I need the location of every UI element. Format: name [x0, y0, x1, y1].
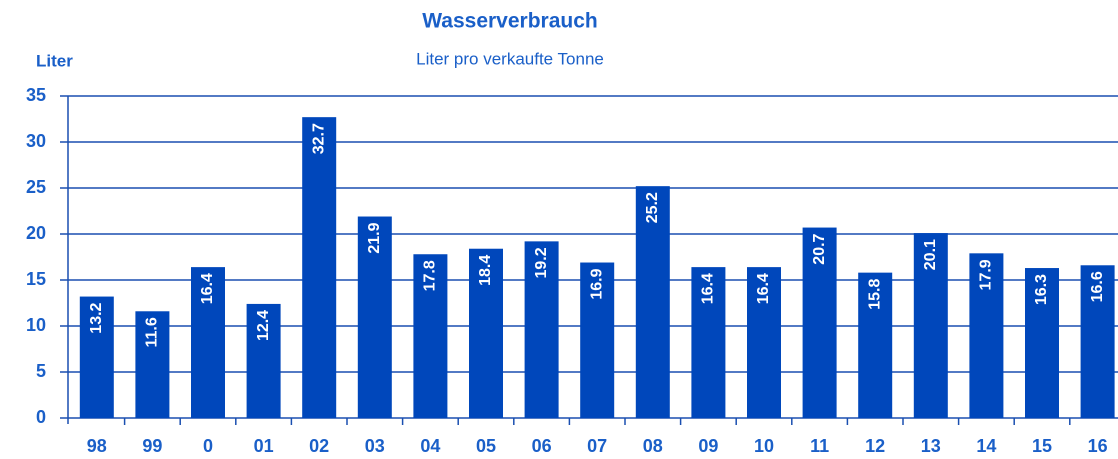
data-label: 19.2 [533, 247, 550, 278]
y-tick-label: 25 [26, 177, 46, 197]
bar [135, 311, 170, 418]
bar [580, 262, 615, 418]
y-tick-label: 10 [26, 315, 46, 335]
x-tick-label: 13 [921, 436, 941, 456]
data-label: 17.8 [422, 260, 439, 291]
bar [246, 303, 281, 418]
x-tick-label: 15 [1032, 436, 1052, 456]
data-label: 13.2 [88, 302, 105, 333]
bar [79, 296, 114, 418]
bar [858, 272, 893, 418]
y-tick-label: 15 [26, 269, 46, 289]
bar [469, 248, 503, 418]
x-tick-label: 16 [1088, 436, 1108, 456]
data-label: 21.9 [366, 222, 383, 253]
x-tick-label: 04 [420, 436, 440, 456]
data-label: 12.4 [255, 310, 272, 341]
data-label: 15.8 [866, 279, 883, 310]
x-tick-label: 10 [754, 436, 774, 456]
bar [691, 267, 726, 418]
x-tick-label: 99 [142, 436, 162, 456]
data-label: 25.2 [644, 192, 661, 223]
bar [357, 216, 392, 418]
x-tick-label: 98 [87, 436, 107, 456]
data-label: 16.3 [1033, 274, 1050, 305]
x-tick-label: 07 [587, 436, 607, 456]
bar [524, 241, 559, 418]
y-axis-label: Liter [36, 51, 73, 70]
data-label: 32.7 [310, 123, 327, 154]
bar [191, 267, 225, 418]
x-tick-label: 12 [865, 436, 885, 456]
bar [969, 253, 1004, 418]
bar [1080, 265, 1115, 418]
x-tick-label: 14 [976, 436, 996, 456]
bar [802, 227, 837, 418]
y-tick-label: 30 [26, 131, 46, 151]
data-label: 17.9 [978, 259, 995, 290]
bar [747, 267, 781, 418]
bar [913, 233, 948, 418]
data-label: 16.9 [588, 268, 605, 299]
x-tick-label: 08 [643, 436, 663, 456]
chart-subtitle: Liter pro verkaufte Tonne [416, 49, 604, 68]
data-label: 20.1 [922, 239, 939, 270]
data-label: 20.7 [811, 233, 828, 264]
chart-title: Wasserverbrauch [422, 10, 597, 33]
x-tick-label: 01 [254, 436, 274, 456]
bar [635, 186, 670, 418]
bar [302, 117, 337, 418]
x-tick-label: 02 [309, 436, 329, 456]
x-tick-label: 09 [698, 436, 718, 456]
y-tick-label: 20 [26, 223, 46, 243]
y-tick-label: 5 [36, 361, 46, 381]
bar [1025, 268, 1059, 418]
data-label: 16.6 [1089, 271, 1106, 302]
x-tick-label: 05 [476, 436, 496, 456]
data-label: 16.4 [700, 273, 717, 304]
data-label: 18.4 [477, 255, 494, 286]
y-tick-label: 35 [26, 85, 46, 105]
data-label: 11.6 [144, 317, 161, 347]
data-label: 16.4 [199, 273, 216, 304]
x-tick-label: 0 [203, 436, 213, 456]
y-tick-label: 0 [36, 407, 46, 427]
x-tick-label: 06 [532, 436, 552, 456]
x-tick-label: 11 [810, 436, 829, 456]
data-label: 16.4 [755, 273, 772, 304]
bar [413, 254, 448, 418]
x-tick-label: 03 [365, 436, 385, 456]
